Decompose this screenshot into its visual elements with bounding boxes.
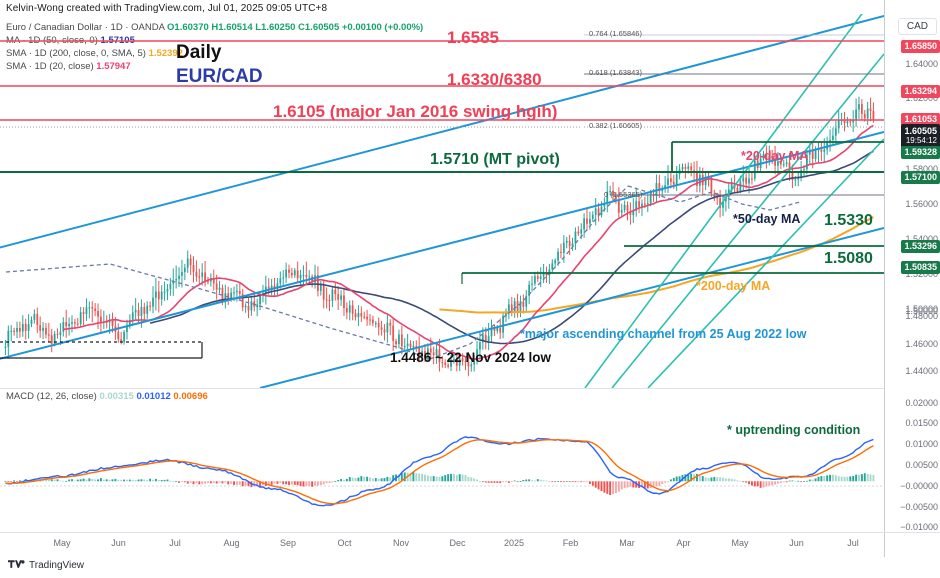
time-tick-aug: Aug [223,538,240,548]
annotation-resistance-16105: 1.6105 (major Jan 2016 swing hgih) [273,102,558,121]
price-tag-150835: 1.50835 [901,261,940,274]
annotation-instrument-title: EUR/CAD [176,66,263,87]
time-tick-dec: Dec [449,538,466,548]
tradingview-wordmark: TradingView [29,560,85,571]
macd-chart-pane[interactable] [0,390,884,532]
price-tag-159328: 1.59328 [901,146,940,159]
price-tick-154000: 1.54000 [905,234,938,244]
time-tick-may: May [731,538,749,548]
annotation-pivot-15710: 1.5710 (MT pivot) [430,151,560,168]
time-tick-jun: Jun [789,538,804,548]
fib-label-0764: 0.764 (1.65846) [589,29,642,38]
legend-sma200-value: 1.52392 [148,48,183,59]
annotation-ascending-channel: *major ascending channel from 25 Aug 202… [520,327,807,341]
legend-ohlc-values: O1.60370 H1.60514 L1.60250 C1.60505 +0.0… [167,22,424,33]
price-tick-158000: 1.58000 [905,164,938,174]
legend-sma200-row[interactable]: SMA · 1D (200, close, 0, SMA, 5) 1.52392 [6,48,183,59]
annotation-swing-low: 1.4486 ~ 22 Nov 2024 low [390,350,551,365]
price-tick-150000b: 1.50000 [905,306,938,316]
time-tick-feb: Feb [562,538,579,548]
price-chart-pane[interactable] [0,14,884,388]
legend-sma200-label: SMA · 1D (200, close, 0, SMA, 5) [6,48,146,59]
attribution-text: Kelvin-Wong created with TradingView.com… [6,3,328,14]
annotation-resistance-16330: 1.6330/6380 [447,70,542,89]
time-tick-mar: Mar [619,538,635,548]
price-tick-144000: 1.44000 [905,366,938,376]
annotation-support-15080: 1.5080 [824,250,873,267]
annotation-macd-uptrending: * uptrending condition [727,423,861,437]
annotation-timeframe-title: Daily [176,42,222,63]
time-tick-2025: 2025 [503,538,525,548]
legend-sma20-value: 1.57947 [96,61,131,72]
current-price-countdown: 19:54:12 [905,136,937,145]
macd-tick-zero: −0.00000 [900,481,938,491]
annotation-50day-ma: *50-day MA [733,212,801,226]
legend-sma20-label: SMA · 1D (20, close) [6,61,94,72]
time-tick-jun: Jun [111,538,126,548]
price-tick-148000: 1.48000 [905,311,938,321]
legend-macd-signal-value: 0.00696 [173,391,208,402]
price-scale[interactable]: CAD 1.64000 1.62000 1.58000 1.56000 1.54… [884,0,940,532]
legend-macd-line-value: 0.01012 [136,391,171,402]
price-tick-146000: 1.46000 [905,339,938,349]
legend-symbol-label: Euro / Canadian Dollar · 1D · OANDA [6,22,165,33]
legend-macd-row[interactable]: MACD (12, 26, close) 0.00315 0.01012 0.0… [6,391,208,402]
annotation-200day-ma: *200-day MA [696,279,771,293]
price-tick-152000: 1.52000 [905,269,938,279]
macd-tick-0015: 0.01500 [905,418,938,428]
price-tick-150000: 1.50000 [905,304,938,314]
legend-macd-hist-value: 0.00315 [99,391,134,402]
fib-label-0382: 0.382 (1.60605) [589,121,642,130]
macd-tick-001: 0.01000 [905,439,938,449]
price-tick-162000: 1.62000 [905,93,938,103]
price-tag-157100: 1.57100 [901,171,940,184]
time-tick-apr: Apr [676,538,691,548]
price-tag-165850: 1.65850 [901,40,940,53]
annotation-resistance-16585: 1.6585 [447,28,499,47]
pane-separator[interactable] [0,388,884,389]
time-tick-oct: Oct [337,538,352,548]
macd-tick-neg001: −0.01000 [900,522,938,532]
macd-tick-0005: 0.00500 [905,460,938,470]
axis-divider [884,533,885,557]
macd-tick-neg0005: −0.00500 [900,502,938,512]
time-tick-sep: Sep [279,538,297,548]
price-tick-156000: 1.56000 [905,199,938,209]
legend-sma20-row[interactable]: SMA · 1D (20, close) 1.57947 [6,61,131,72]
current-price-tag: 1.60505 19:54:12 [901,124,940,148]
tradingview-logo[interactable]: TradingView [8,560,84,571]
legend-macd-label: MACD (12, 26, close) [6,391,97,402]
time-tick-may: May [53,538,71,548]
annotation-20day-ma: *20-day MA [741,149,809,163]
time-scale[interactable]: May Jun Jul Aug Sep Oct Nov Dec 2025 Feb Mar Apr May… [0,533,940,557]
legend-symbol-row[interactable]: Euro / Canadian Dollar · 1D · OANDA O1.6… [6,22,423,33]
time-tick-jul: Jul [847,538,859,548]
price-tag-161053: 1.61053 [901,113,940,126]
macd-tick-002: 0.02000 [905,398,938,408]
current-price-value: 1.60505 [904,126,937,136]
price-tick-164000: 1.64000 [905,59,938,69]
price-scale-currency: CAD [897,18,937,35]
annotation-support-15330: 1.5330 [824,212,873,229]
time-tick-nov: Nov [392,538,410,548]
fib-label-0618: 0.618 (1.63843) [589,68,642,77]
price-tag-163294: 1.63294 [901,85,940,98]
fib-label-0: 0 (1.55365) [604,190,643,199]
time-tick-jul: Jul [169,538,181,548]
tradingview-mark-icon [8,560,25,568]
time-axis-separator [0,532,940,533]
price-tag-153296: 1.53296 [901,240,940,253]
